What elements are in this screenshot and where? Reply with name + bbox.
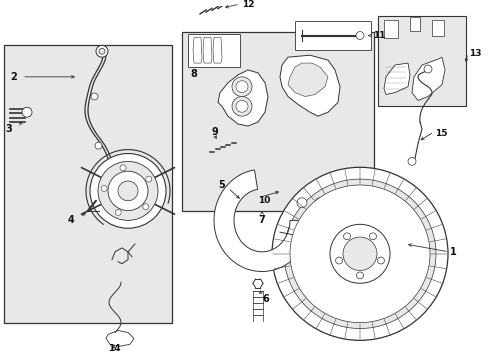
Circle shape [99, 48, 105, 54]
Circle shape [95, 142, 102, 149]
Bar [187, 33, 240, 67]
Text: 15: 15 [434, 129, 447, 138]
Polygon shape [280, 55, 339, 116]
Circle shape [355, 32, 363, 40]
Text: 12: 12 [242, 0, 254, 9]
Circle shape [335, 257, 342, 264]
Circle shape [289, 185, 429, 323]
Circle shape [22, 107, 32, 117]
Circle shape [407, 157, 415, 165]
Circle shape [101, 185, 107, 192]
Bar [431, 20, 443, 36]
Circle shape [90, 153, 165, 228]
Polygon shape [193, 37, 202, 63]
Circle shape [296, 198, 306, 208]
Bar [4, 45, 172, 323]
Bar [383, 20, 397, 37]
Text: 7: 7 [258, 215, 265, 225]
Circle shape [231, 96, 251, 116]
Circle shape [96, 45, 108, 57]
Text: 4: 4 [68, 215, 75, 225]
Circle shape [377, 257, 384, 264]
Circle shape [342, 237, 376, 270]
Polygon shape [411, 57, 444, 100]
Circle shape [271, 167, 447, 340]
Circle shape [284, 179, 435, 329]
Circle shape [120, 165, 126, 171]
Text: 10: 10 [258, 196, 270, 205]
Circle shape [329, 224, 389, 283]
Circle shape [145, 176, 151, 182]
Polygon shape [218, 70, 267, 126]
Circle shape [314, 198, 325, 208]
Text: 14: 14 [108, 344, 121, 353]
Text: 3: 3 [5, 124, 12, 134]
Circle shape [108, 171, 148, 211]
Polygon shape [214, 170, 309, 271]
Polygon shape [213, 37, 222, 63]
Bar [182, 32, 373, 211]
Circle shape [236, 81, 247, 93]
Text: 11: 11 [372, 31, 385, 40]
Circle shape [91, 93, 98, 100]
Circle shape [368, 233, 376, 240]
Circle shape [115, 210, 121, 215]
Bar [409, 17, 419, 31]
Text: 2: 2 [10, 72, 17, 82]
Bar [294, 21, 370, 50]
Text: 13: 13 [468, 49, 481, 58]
Circle shape [118, 181, 138, 201]
Polygon shape [106, 330, 134, 346]
Bar [377, 16, 465, 106]
Polygon shape [203, 37, 212, 63]
Circle shape [98, 161, 158, 220]
Circle shape [343, 233, 350, 240]
Text: 1: 1 [449, 247, 456, 257]
Text: 5: 5 [218, 180, 224, 190]
Text: 8: 8 [190, 69, 197, 79]
Text: 6: 6 [262, 294, 268, 304]
Polygon shape [287, 63, 327, 96]
Circle shape [231, 77, 251, 96]
Circle shape [423, 65, 431, 73]
Circle shape [236, 100, 247, 112]
Polygon shape [383, 63, 409, 95]
Circle shape [142, 204, 148, 210]
Text: 9: 9 [212, 127, 218, 137]
Circle shape [356, 272, 363, 279]
